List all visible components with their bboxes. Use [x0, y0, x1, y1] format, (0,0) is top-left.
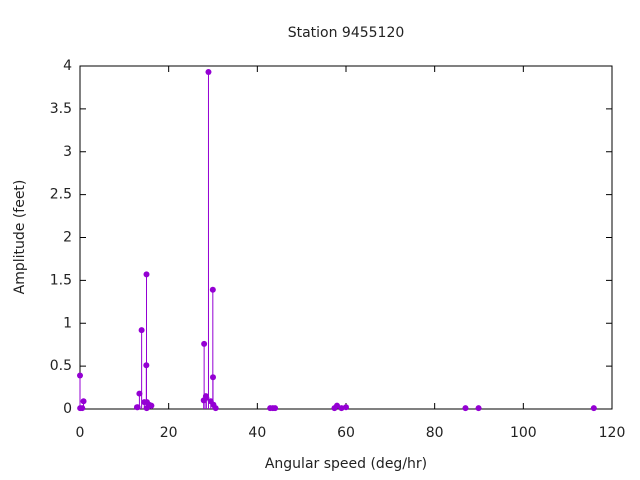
y-tick-label: 1 [63, 315, 72, 331]
stem [138, 327, 145, 409]
stem [338, 405, 345, 412]
y-tick-label: 4 [63, 58, 72, 74]
stem [136, 390, 143, 409]
stem-point [343, 404, 349, 411]
plot-border [79, 65, 613, 410]
x-tick-label: 0 [76, 425, 85, 441]
stem-point [77, 372, 83, 379]
stem-point [80, 398, 87, 405]
x-tick-label: 120 [599, 425, 626, 441]
stem [272, 405, 279, 412]
stem-point [138, 327, 145, 334]
stem-point [462, 405, 469, 412]
stem-point [338, 405, 345, 412]
stem [205, 69, 212, 409]
stem-point [205, 69, 212, 76]
y-tick-label: 0.5 [50, 358, 72, 374]
stem [212, 405, 219, 412]
stem [79, 405, 86, 412]
chart-title: Station 9455120 [288, 25, 405, 41]
stem-point [79, 405, 86, 412]
stem [80, 398, 87, 409]
stem-point [143, 271, 150, 278]
stem-point [209, 286, 216, 293]
stem-point [590, 405, 597, 412]
stem-point [475, 405, 482, 412]
stem-point [212, 405, 219, 412]
y-tick-label: 3.5 [50, 101, 72, 117]
x-tick-label: 20 [160, 425, 178, 441]
y-tick-label: 2.5 [50, 187, 72, 203]
stem [203, 394, 210, 409]
stem [148, 402, 155, 409]
stem-point [148, 402, 155, 409]
x-tick-label: 100 [510, 425, 537, 441]
stem-point [334, 402, 341, 409]
stem-point [210, 374, 216, 381]
stem [143, 271, 150, 409]
y-tick-label: 2 [63, 230, 72, 246]
stem-point [136, 390, 143, 397]
stem-point [201, 340, 208, 347]
stem [334, 402, 341, 409]
stem [475, 405, 482, 412]
stem [77, 372, 83, 409]
y-tick-label: 0 [63, 401, 72, 417]
y-axis-label: Amplitude (feet) [12, 180, 28, 295]
x-tick-label: 40 [248, 425, 266, 441]
stem-point [272, 405, 279, 412]
x-axis-label: Angular speed (deg/hr) [265, 456, 427, 472]
stem [343, 404, 349, 411]
x-tick-label: 60 [337, 425, 355, 441]
x-tick-label: 80 [426, 425, 444, 441]
stem-point [203, 394, 210, 401]
y-tick-label: 1.5 [50, 272, 72, 288]
y-tick-label: 3 [63, 144, 72, 160]
stem [462, 405, 469, 412]
stem [590, 405, 597, 412]
